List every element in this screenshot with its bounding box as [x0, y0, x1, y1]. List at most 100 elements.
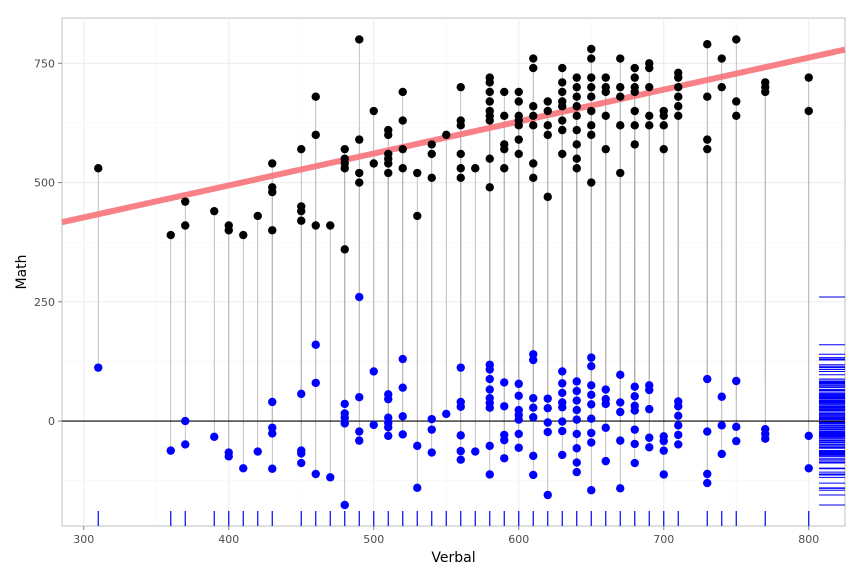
residual-point [514, 443, 523, 452]
residual-point [703, 469, 712, 479]
residual-point [558, 426, 567, 436]
residual-point [587, 486, 596, 495]
observed-point [659, 121, 668, 130]
observed-point [485, 183, 494, 192]
residual-point [427, 448, 436, 457]
observed-point [587, 73, 596, 82]
residual-point [732, 422, 741, 431]
residual-point [456, 446, 465, 456]
observed-point [485, 87, 494, 97]
residual-point [224, 448, 233, 457]
residual-point [659, 446, 668, 455]
observed-point [703, 92, 712, 101]
observed-point [485, 97, 494, 106]
observed-point [587, 130, 596, 140]
observed-point [630, 63, 639, 73]
fitted-line [61, 46, 846, 226]
residual-point [732, 436, 741, 446]
residual-point [616, 370, 625, 379]
observed-point [326, 221, 335, 230]
residual-point [645, 443, 654, 452]
residual-point [645, 433, 654, 442]
observed-point [311, 221, 320, 230]
residual-point [587, 428, 596, 438]
residual-point [485, 393, 494, 403]
residual-point [630, 439, 639, 449]
observed-point [543, 97, 552, 106]
residual-point [659, 470, 668, 479]
observed-point [456, 82, 465, 92]
observed-point [572, 125, 581, 135]
observed-point [558, 125, 567, 135]
x-tick-label: 400 [218, 533, 239, 546]
observed-point [224, 221, 233, 230]
observed-point [268, 159, 277, 168]
observed-point [630, 121, 639, 130]
observed-point [630, 106, 639, 116]
residual-point [355, 427, 364, 436]
y-tick-label: 750 [34, 57, 55, 70]
observed-point [587, 54, 596, 63]
residual-point [340, 399, 349, 409]
residual-point [485, 385, 494, 394]
residual-point [369, 367, 378, 376]
observed-point [398, 164, 407, 173]
observed-point [181, 197, 190, 206]
residual-point [616, 484, 625, 493]
residual-point [558, 379, 567, 388]
observed-point [558, 87, 567, 97]
residual-point [514, 379, 523, 389]
residual-point [529, 403, 538, 412]
observed-point [543, 130, 552, 140]
observed-point [500, 111, 509, 120]
residual-point [717, 392, 726, 401]
observed-point [311, 92, 320, 101]
x-tick-label: 800 [798, 533, 819, 546]
observed-point [427, 140, 436, 149]
residual-point [543, 418, 552, 427]
residual-point [558, 398, 567, 407]
residual-point [529, 451, 538, 461]
residual-point [456, 455, 465, 464]
x-axis-ticks: 300 400 500 600 700 800 [73, 526, 819, 546]
observed-point [601, 144, 610, 154]
residual-point [398, 412, 407, 421]
observed-point [587, 106, 596, 116]
residual-point [587, 381, 596, 390]
observed-point [761, 78, 770, 87]
residual-point [268, 423, 277, 432]
observed-point [572, 140, 581, 149]
residual-point [384, 431, 393, 441]
x-tick-label: 600 [508, 533, 529, 546]
y-axis-ticks: 0 250 500 750 [34, 57, 62, 428]
observed-point [442, 130, 451, 140]
observed-point [529, 159, 538, 168]
residual-point [558, 367, 567, 376]
observed-point [529, 102, 538, 111]
observed-point [587, 121, 596, 130]
residual-point [355, 436, 364, 445]
residual-point [703, 374, 712, 384]
residual-point [587, 353, 596, 362]
residual-point [181, 416, 190, 426]
x-tick-label: 500 [363, 533, 384, 546]
observed-point [529, 111, 538, 120]
observed-point [514, 135, 523, 144]
residual-point [630, 382, 639, 391]
residual-point [355, 393, 364, 402]
residual-point [427, 425, 436, 434]
residual-point [558, 417, 567, 426]
residual-point [529, 413, 538, 422]
observed-point [645, 121, 654, 130]
residual-point [587, 438, 596, 447]
observed-point [500, 164, 509, 173]
observed-point [297, 144, 306, 154]
data-points [94, 35, 813, 510]
residual-point [485, 374, 494, 384]
y-tick-label: 250 [34, 296, 55, 309]
observed-point [717, 54, 726, 63]
observed-point [630, 140, 639, 149]
observed-point [732, 111, 741, 120]
observed-point [456, 173, 465, 182]
observed-point [572, 164, 581, 173]
